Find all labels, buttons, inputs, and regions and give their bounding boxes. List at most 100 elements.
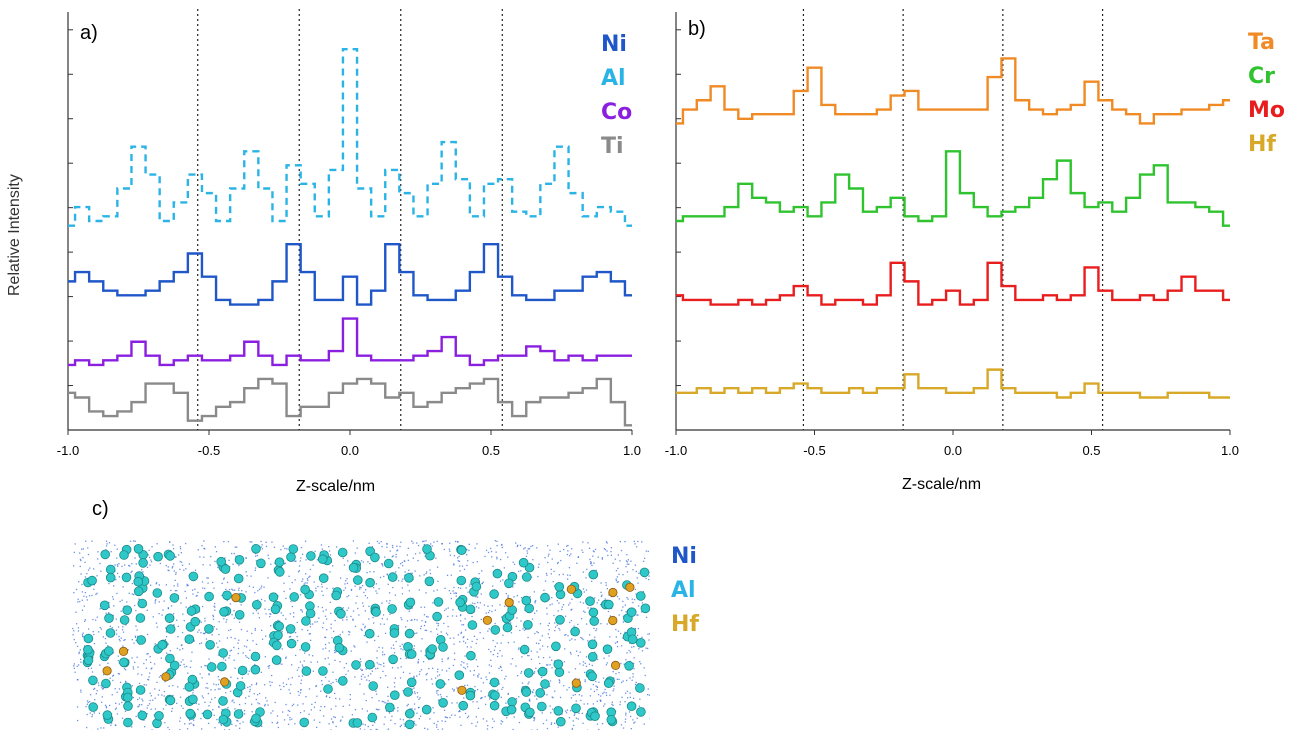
ni-atom [150,668,152,670]
al-atom [421,704,432,715]
ni-atom [249,688,251,691]
ni-atom [118,576,120,578]
ni-atom [279,684,281,687]
ni-atom [436,540,438,542]
ni-atom [626,561,629,563]
ni-atom [481,697,483,699]
ni-atom [480,697,482,700]
ni-atom [119,640,121,642]
ni-atom [578,712,580,714]
ni-atom [204,620,206,622]
ni-atom [636,577,638,579]
ni-atom [321,680,323,682]
ni-atom [332,587,334,589]
ni-atom [138,704,141,706]
al-atom [169,593,180,603]
ni-atom [401,643,403,645]
ni-atom [165,704,167,706]
al-atom [331,590,342,601]
ni-atom [399,545,401,548]
ni-atom [349,698,351,700]
ni-atom [227,541,230,543]
ni-atom [350,589,353,591]
ni-atom [123,639,125,641]
ni-atom [525,628,527,630]
ni-atom [412,557,414,559]
al-atom [370,552,380,563]
al-atom [389,690,400,700]
al-atom [123,701,133,711]
ni-atom [87,547,89,549]
ni-atom [263,705,266,707]
ni-atom [396,550,398,552]
ni-atom [85,705,87,708]
ni-atom [388,592,391,594]
ni-atom [425,540,427,542]
ni-atom [377,667,379,669]
ni-atom [484,696,486,698]
ni-atom [341,716,344,718]
ni-atom [447,615,449,618]
al-atom [137,598,148,609]
ni-atom [423,574,425,576]
ni-atom [499,604,501,606]
ni-atom [393,708,396,710]
ni-atom [480,690,482,692]
ni-atom [487,695,489,697]
ni-atom [83,605,85,607]
ni-atom [100,570,102,572]
ni-atom [336,546,338,548]
ni-atom [382,565,384,567]
ni-atom [111,627,113,629]
ni-atom [225,588,227,590]
ni-atom [502,579,504,581]
ni-atom [478,607,480,609]
ni-atom [249,541,251,543]
ni-atom [437,580,439,582]
ni-atom [308,654,310,656]
al-atom [305,608,316,619]
al-atom [433,597,444,607]
ni-atom [638,572,640,574]
ni-atom [167,608,169,610]
ni-atom [378,588,380,590]
ni-atom [619,701,621,703]
ni-atom [260,546,262,548]
al-atom [122,605,132,615]
ni-atom [376,650,378,652]
ni-atom [572,720,574,722]
ni-atom [129,565,131,567]
ni-atom [637,627,640,630]
al-atom [233,573,244,584]
ni-atom [78,651,81,653]
ni-atom [238,621,241,623]
ni-atom [80,689,82,691]
ni-atom [458,710,460,713]
ni-atom [622,637,624,639]
ni-atom [116,633,118,635]
ni-atom [263,586,265,588]
ni-atom [238,589,240,591]
ni-atom [547,624,549,627]
ni-atom [194,569,197,571]
al-atom [490,625,501,635]
ni-atom [99,608,101,610]
ni-atom [143,684,145,686]
ni-atom [134,604,136,607]
ni-atom [496,558,498,560]
ni-atom [485,676,487,678]
ni-atom [179,717,182,719]
ni-atom [548,629,550,631]
ni-atom [391,715,393,717]
ni-atom [285,656,287,658]
ni-atom [633,540,635,543]
ni-atom [152,616,154,618]
al-atom [133,576,144,587]
ni-atom [624,541,626,543]
ni-atom [102,688,104,690]
ni-atom [565,615,567,617]
ni-atom [329,571,331,573]
ni-atom [407,559,409,561]
ni-atom [93,633,95,636]
ni-atom [427,728,429,730]
